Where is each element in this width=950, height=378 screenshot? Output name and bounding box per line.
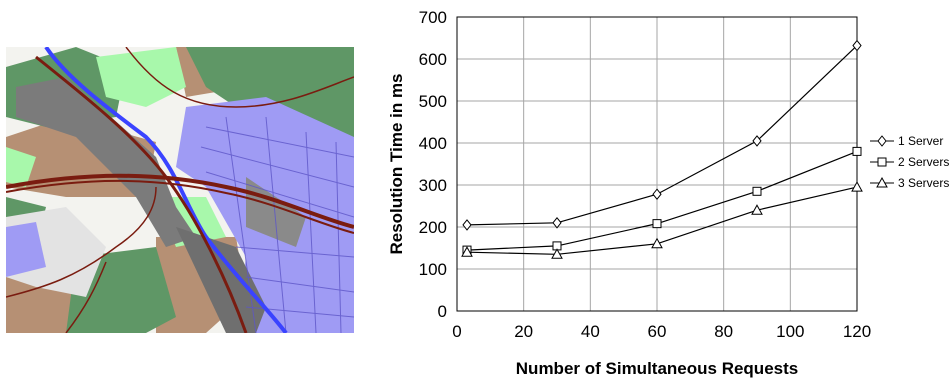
y-tick-label: 700	[419, 8, 447, 27]
main-road	[6, 173, 354, 229]
river	[44, 47, 288, 333]
x-axis-ticks: 0 20 40 60 80 100 120	[452, 322, 871, 341]
x-tick-label: 100	[776, 322, 804, 341]
plot-area	[456, 16, 858, 312]
series-lines	[461, 39, 863, 259]
series-line	[466, 186, 858, 255]
legend-label: 1 Server	[898, 134, 943, 148]
y-tick-label: 0	[438, 302, 447, 321]
secondary-road	[65, 261, 107, 333]
residential-area	[6, 222, 46, 277]
x-tick-label: 0	[452, 322, 461, 341]
square-marker	[852, 146, 862, 156]
y-axis-ticks: 0 100 200 300 400 500 600 700	[419, 8, 447, 321]
square-marker	[877, 157, 887, 167]
y-tick-label: 500	[419, 92, 447, 111]
legend: 1 Server 2 Servers 3 Servers	[870, 134, 949, 190]
grid-lines	[456, 16, 858, 312]
y-tick-label: 300	[419, 176, 447, 195]
y-tick-label: 200	[419, 218, 447, 237]
y-tick-label: 600	[419, 50, 447, 69]
secondary-road	[125, 47, 354, 108]
secondary-road	[6, 186, 157, 298]
diamond-marker	[877, 135, 887, 147]
triangle-marker	[461, 246, 473, 257]
y-tick-label: 400	[419, 134, 447, 153]
x-axis-title: Number of Simultaneous Requests	[516, 359, 798, 378]
triangle-marker	[876, 176, 888, 188]
diamond-marker	[652, 188, 662, 201]
diamond-marker	[552, 216, 562, 229]
legend-label: 3 Servers	[898, 176, 949, 190]
x-tick-label: 80	[714, 322, 733, 341]
triangle-marker	[651, 237, 663, 249]
meadow-area	[6, 147, 36, 187]
x-tick-label: 60	[648, 322, 667, 341]
series-line	[466, 45, 858, 226]
diamond-marker	[462, 219, 472, 231]
y-tick-label: 100	[419, 260, 447, 279]
main-road	[6, 179, 354, 234]
triangle-marker	[551, 248, 563, 259]
diamond-marker	[852, 39, 862, 52]
x-tick-label: 40	[581, 322, 600, 341]
main-road	[35, 55, 248, 333]
legend-label: 2 Servers	[898, 155, 949, 169]
industrial-area	[16, 77, 196, 247]
square-marker	[752, 186, 762, 196]
industrial-area	[176, 227, 266, 333]
x-tick-label: 120	[843, 322, 871, 341]
square-marker	[652, 219, 662, 229]
x-tick-label: 20	[514, 322, 533, 341]
land-use-map	[6, 47, 354, 333]
line-chart: 0 100 200 300 400 500 600 700 0 20 40 60 80 100 120 1…	[387, 8, 949, 378]
triangle-marker	[851, 181, 863, 192]
diamond-marker	[752, 135, 762, 147]
meadow-area	[96, 47, 186, 107]
residential-streets	[200, 116, 354, 333]
y-axis-title: Resolution Time in ms	[387, 73, 406, 254]
triangle-marker	[751, 204, 763, 215]
